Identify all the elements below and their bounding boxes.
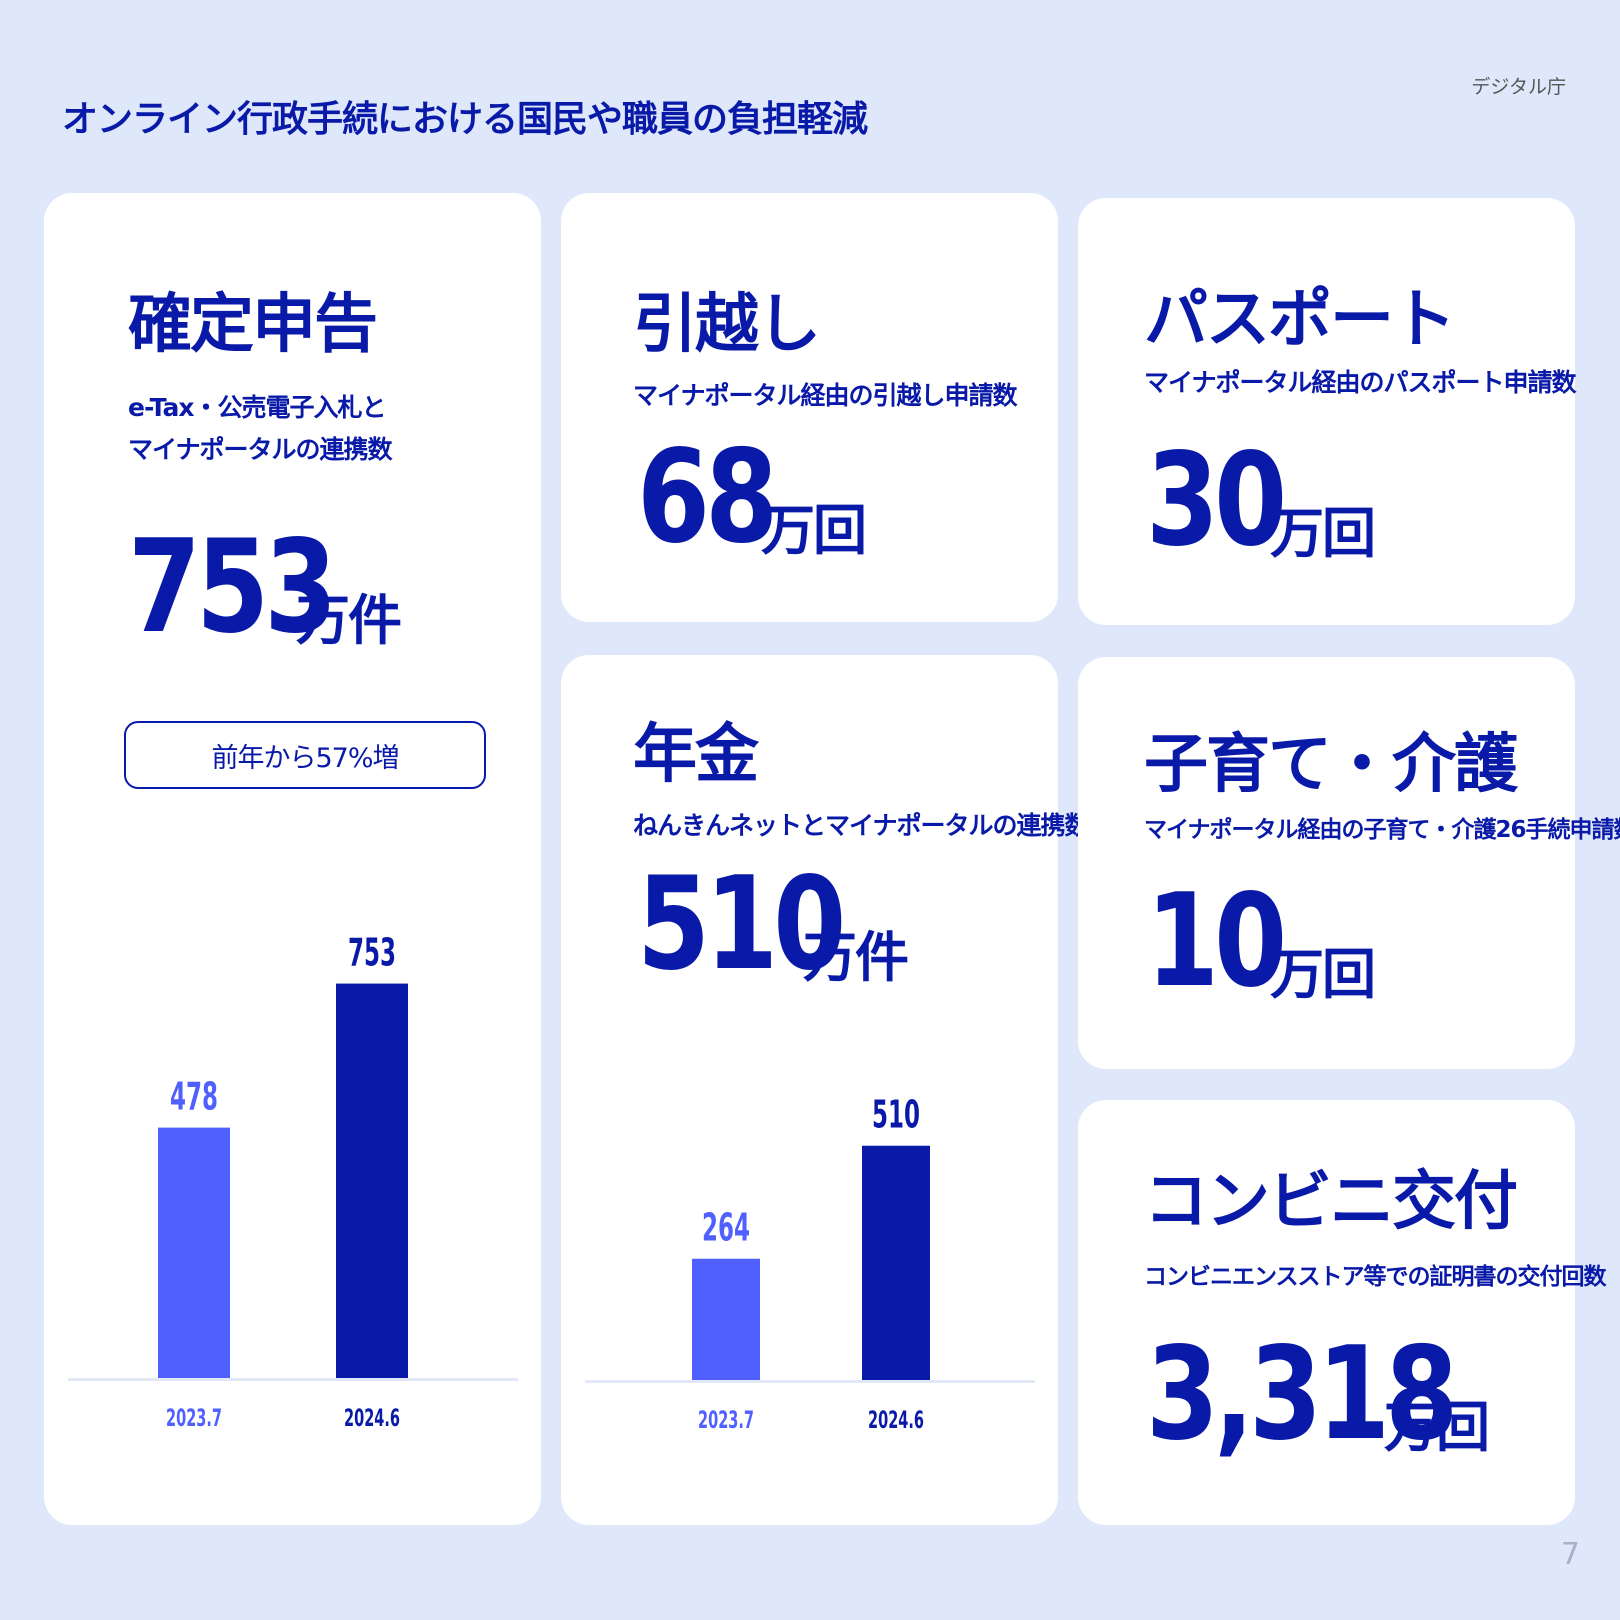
logo: デジタル庁	[1471, 76, 1566, 98]
big-figure: 510 万件	[637, 850, 1017, 1000]
big-unit: 万回	[1270, 943, 1376, 1006]
card-subtitle: e-Tax・公売電子入札と マイナポータルの連携数	[128, 387, 393, 471]
page-number: 7	[1560, 1537, 1580, 1572]
card-childcare: 子育て・介護 マイナポータル経由の子育て・介護26手続申請数 10 万回	[1078, 657, 1620, 1069]
card-passport: パスポート マイナポータル経由のパスポート申請数 30 万回	[1078, 198, 1577, 625]
big-unit: 万件	[296, 589, 402, 652]
card-title: 引越し	[633, 288, 821, 362]
big-number: 3,318	[1146, 1320, 1458, 1469]
card-conbini: コンビニ交付 コンビニエンスストア等での証明書の交付回数 3,318 万回	[1078, 1100, 1607, 1525]
big-figure: 68 万回	[637, 423, 997, 573]
big-number: 30	[1146, 426, 1287, 575]
card-title: 年金	[633, 718, 759, 792]
big-figure: 753 万件	[128, 513, 508, 663]
big-number: 753	[128, 513, 337, 662]
card-pension: 年金 ねんきんネットとマイナポータルの連携数 510 万件	[561, 655, 1090, 1525]
big-figure: 3,318 万回	[1146, 1320, 1566, 1470]
big-figure: 30 万回	[1146, 426, 1506, 576]
growth-badge: 前年から57%増	[124, 721, 486, 789]
slide-title: オンライン行政手続における国民や職員の負担軽減	[62, 99, 868, 140]
card-subtitle-line: e-Tax・公売電子入札と	[128, 393, 386, 422]
big-unit: 万回	[1384, 1396, 1490, 1459]
card-subtitle: マイナポータル経由の子育て・介護26手続申請数	[1144, 817, 1620, 843]
card-subtitle-line: マイナポータルの連携数	[128, 435, 393, 464]
big-figure: 10 万回	[1146, 867, 1506, 1017]
big-unit: 万件	[803, 926, 909, 989]
card-title: パスポート	[1144, 283, 1456, 357]
card-subtitle: コンビニエンスストア等での証明書の交付回数	[1144, 1264, 1607, 1290]
big-unit: 万回	[761, 499, 867, 562]
card-title: 子育て・介護	[1144, 728, 1518, 802]
card-title: 確定申告	[128, 288, 378, 362]
card-moving: 引越し マイナポータル経由の引越し申請数 68 万回	[561, 193, 1058, 622]
big-unit: 万回	[1270, 502, 1376, 565]
card-subtitle: ねんきんネットとマイナポータルの連携数	[633, 811, 1090, 840]
card-tax-return: 確定申告 e-Tax・公売電子入札と マイナポータルの連携数 753 万件	[44, 193, 541, 1525]
big-number: 510	[637, 850, 846, 999]
card-title: コンビニ交付	[1144, 1165, 1518, 1239]
big-number: 10	[1146, 867, 1287, 1016]
card-subtitle: マイナポータル経由の引越し申請数	[633, 381, 1018, 410]
big-number: 68	[637, 423, 778, 572]
card-subtitle: マイナポータル経由のパスポート申請数	[1144, 368, 1577, 397]
